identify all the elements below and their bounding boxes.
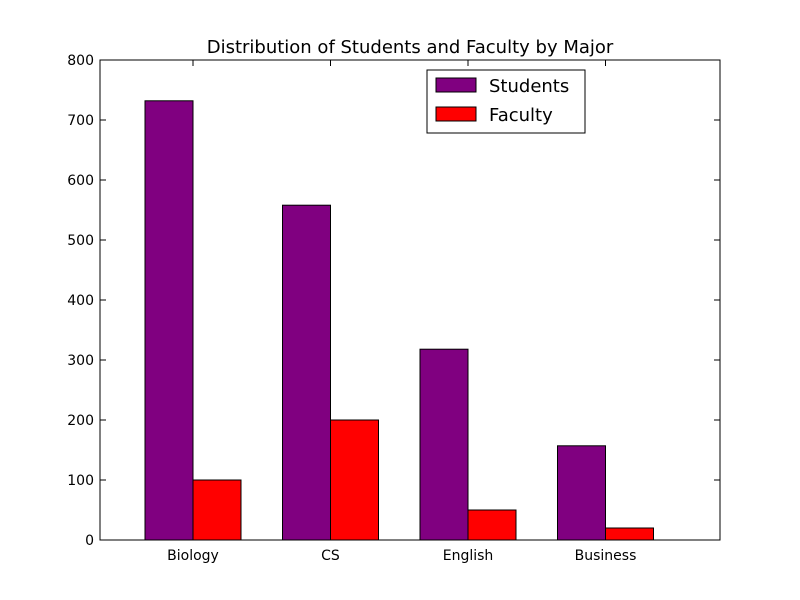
legend-swatch-students bbox=[435, 77, 477, 93]
bar-students-business bbox=[557, 445, 606, 541]
y-tick-label: 500 bbox=[67, 233, 94, 249]
bar-students-cs bbox=[282, 204, 331, 541]
y-tick-label: 300 bbox=[67, 353, 94, 369]
legend-label-faculty: Faculty bbox=[489, 105, 553, 126]
x-tick-label-cs: CS bbox=[321, 548, 340, 564]
legend-swatch-faculty bbox=[435, 106, 477, 122]
bars-group bbox=[144, 100, 654, 541]
y-tick-label: 800 bbox=[67, 53, 94, 69]
x-tick-label-business: Business bbox=[575, 548, 637, 564]
y-tick-label: 600 bbox=[67, 173, 94, 189]
legend-label-students: Students bbox=[489, 76, 569, 97]
bar-students-english bbox=[419, 348, 469, 541]
bar-faculty-english bbox=[467, 509, 517, 541]
bar-students-biology bbox=[144, 100, 194, 541]
x-tick-label-english: English bbox=[443, 548, 494, 564]
y-tick-label: 700 bbox=[67, 113, 94, 129]
bar-faculty-biology bbox=[192, 479, 242, 541]
bar-faculty-business bbox=[605, 527, 654, 541]
plot-area-frame bbox=[99, 59, 721, 541]
chart-title: Distribution of Students and Faculty by … bbox=[207, 37, 614, 58]
x-tick-label-biology: Biology bbox=[167, 548, 219, 564]
legend: Students Faculty bbox=[426, 69, 586, 134]
y-tick-label: 200 bbox=[67, 413, 94, 429]
y-tick-label: 100 bbox=[67, 473, 94, 489]
axis-ticks-group: 0 100 200 300 400 500 600 700 800 Biology CS Englis… bbox=[67, 53, 720, 564]
bar-faculty-cs bbox=[330, 419, 379, 541]
y-tick-label: 400 bbox=[67, 293, 94, 309]
y-tick-label: 0 bbox=[85, 533, 94, 549]
